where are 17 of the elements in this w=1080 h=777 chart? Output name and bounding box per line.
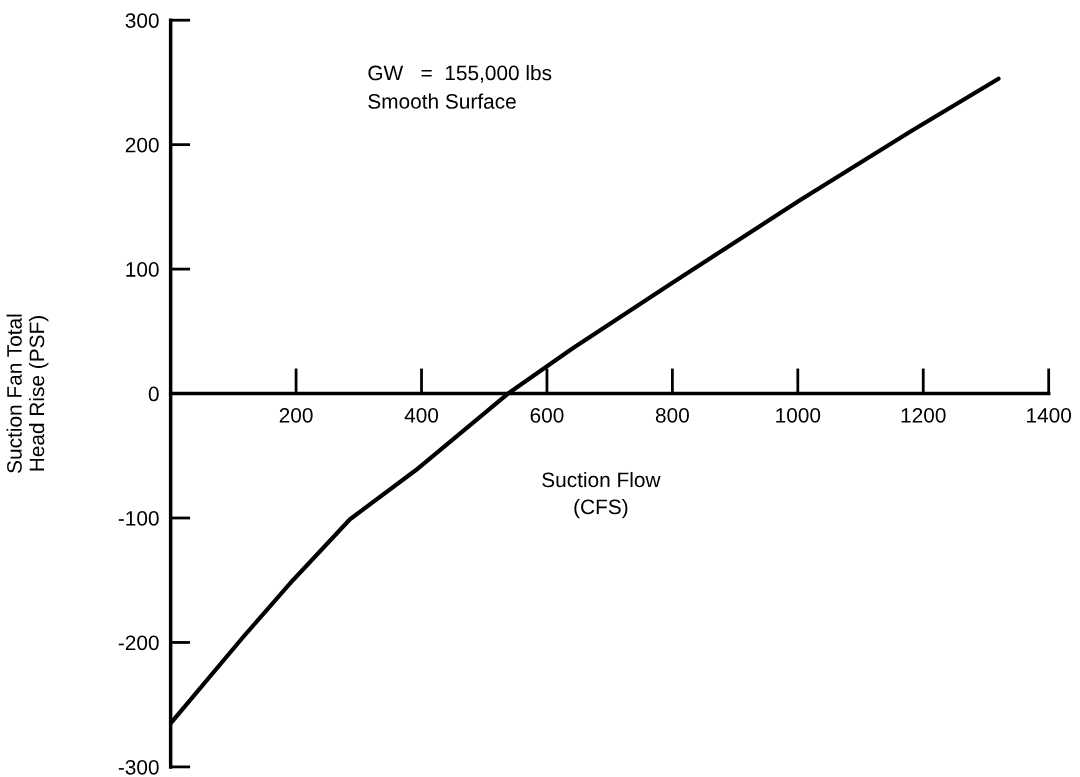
y-tick-label: 100 <box>126 262 159 277</box>
x-tick-label: 400 <box>404 407 439 423</box>
x-axis-title: Suction Flow (CFS) <box>542 471 661 519</box>
annotation: GW = 155,000 lbs Smooth Surface <box>368 65 552 109</box>
y-axis-title: Suction Fan Total Head Rise (PSF) <box>6 314 49 473</box>
y-tick-label: 300 <box>125 13 159 28</box>
x-tick-label: 1200 <box>901 407 946 423</box>
x-tick-label: 800 <box>655 407 689 423</box>
y-tick-label: -300 <box>118 759 159 775</box>
x-tick-label: 600 <box>530 407 564 423</box>
y-tick-label: 0 <box>148 386 159 402</box>
x-tick-label: 1000 <box>776 407 821 423</box>
x-tick-label: 1400 <box>1027 407 1072 423</box>
x-tick-label: 200 <box>279 407 313 423</box>
y-tick-label: -200 <box>118 635 159 651</box>
y-tick-label: -100 <box>118 511 159 526</box>
y-tick-label: 200 <box>125 137 159 153</box>
